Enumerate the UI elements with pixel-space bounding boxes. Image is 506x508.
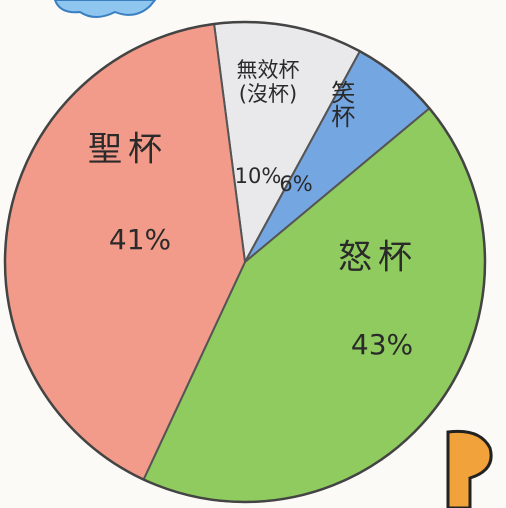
value-label: 6% [279, 171, 313, 196]
pie-outline [3, 20, 487, 504]
category-label: 笑杯 [326, 80, 355, 128]
letter-decoration [446, 429, 493, 508]
cloud-decoration [53, 0, 157, 18]
value-label: 10% [234, 163, 282, 188]
category-label: 無效杯(沒杯) [236, 57, 300, 106]
value-label: 43% [350, 327, 414, 361]
value-label: 41% [108, 222, 172, 256]
category-label: 聖杯 [88, 129, 168, 170]
category-label: 怒杯 [338, 237, 418, 278]
